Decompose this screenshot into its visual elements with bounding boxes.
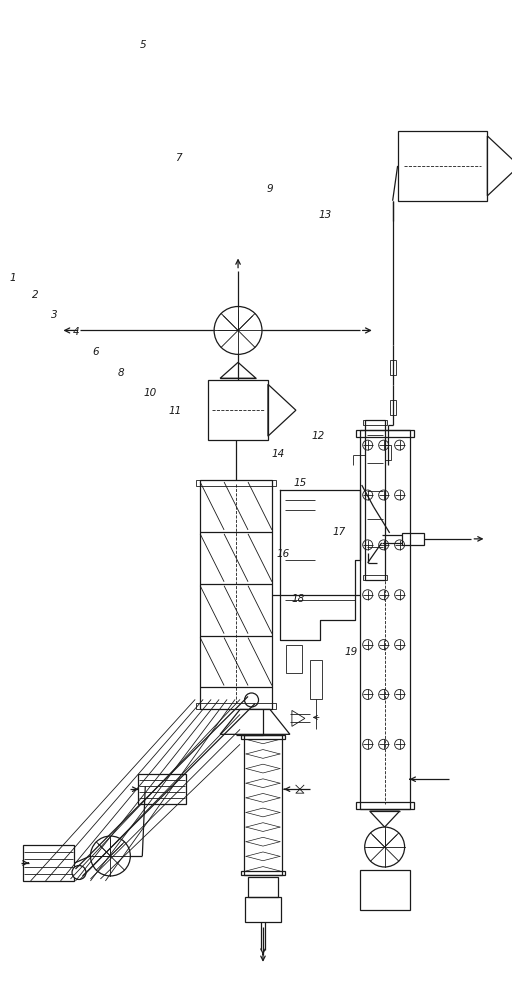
Text: 12: 12: [312, 431, 325, 441]
Circle shape: [90, 836, 130, 876]
Bar: [23, 846, 74, 881]
Circle shape: [363, 639, 372, 649]
Circle shape: [379, 590, 389, 600]
Bar: [310, 660, 322, 699]
Bar: [363, 420, 387, 425]
Text: 3: 3: [51, 309, 57, 320]
Bar: [363, 574, 387, 579]
Bar: [244, 736, 282, 875]
Circle shape: [363, 490, 372, 500]
Text: 2: 2: [32, 290, 39, 300]
Text: 5: 5: [140, 40, 147, 50]
Circle shape: [394, 490, 405, 500]
Bar: [356, 802, 413, 809]
Bar: [390, 401, 396, 415]
Bar: [365, 420, 385, 579]
Text: 9: 9: [267, 185, 273, 194]
Bar: [398, 131, 487, 200]
Text: 8: 8: [117, 368, 124, 378]
Circle shape: [394, 739, 405, 749]
Bar: [196, 480, 276, 486]
Bar: [200, 480, 272, 709]
Bar: [385, 445, 390, 461]
Text: 17: 17: [332, 527, 345, 537]
Circle shape: [394, 440, 405, 450]
Circle shape: [363, 440, 372, 450]
Text: 16: 16: [277, 549, 290, 559]
Bar: [245, 897, 281, 922]
Text: 6: 6: [93, 347, 100, 356]
Circle shape: [363, 739, 372, 749]
Text: 11: 11: [168, 406, 182, 415]
Circle shape: [394, 689, 405, 699]
Circle shape: [245, 693, 259, 707]
Bar: [356, 430, 413, 437]
Bar: [390, 360, 396, 375]
Bar: [241, 871, 285, 875]
Bar: [208, 380, 268, 440]
Text: 14: 14: [272, 449, 285, 459]
Bar: [139, 774, 186, 804]
Text: 19: 19: [345, 646, 358, 657]
Bar: [248, 877, 278, 897]
Text: 1: 1: [10, 272, 16, 283]
Bar: [360, 870, 409, 910]
Bar: [286, 644, 302, 673]
Circle shape: [363, 590, 372, 600]
Circle shape: [379, 689, 389, 699]
Bar: [196, 703, 276, 709]
Circle shape: [363, 689, 372, 699]
Circle shape: [365, 827, 405, 867]
Circle shape: [394, 639, 405, 649]
Text: 4: 4: [72, 327, 79, 338]
Circle shape: [379, 490, 389, 500]
Text: 18: 18: [291, 594, 305, 604]
Text: 13: 13: [319, 210, 332, 220]
Bar: [360, 430, 409, 809]
Circle shape: [379, 440, 389, 450]
Circle shape: [72, 865, 86, 880]
Circle shape: [379, 639, 389, 649]
Circle shape: [394, 590, 405, 600]
Text: 10: 10: [144, 388, 157, 398]
Circle shape: [363, 540, 372, 550]
Bar: [402, 533, 424, 545]
Circle shape: [379, 540, 389, 550]
Circle shape: [214, 306, 262, 355]
Text: 15: 15: [293, 478, 307, 488]
Circle shape: [379, 739, 389, 749]
Text: 7: 7: [174, 153, 181, 163]
Circle shape: [394, 540, 405, 550]
Polygon shape: [292, 710, 305, 727]
Bar: [241, 736, 285, 739]
